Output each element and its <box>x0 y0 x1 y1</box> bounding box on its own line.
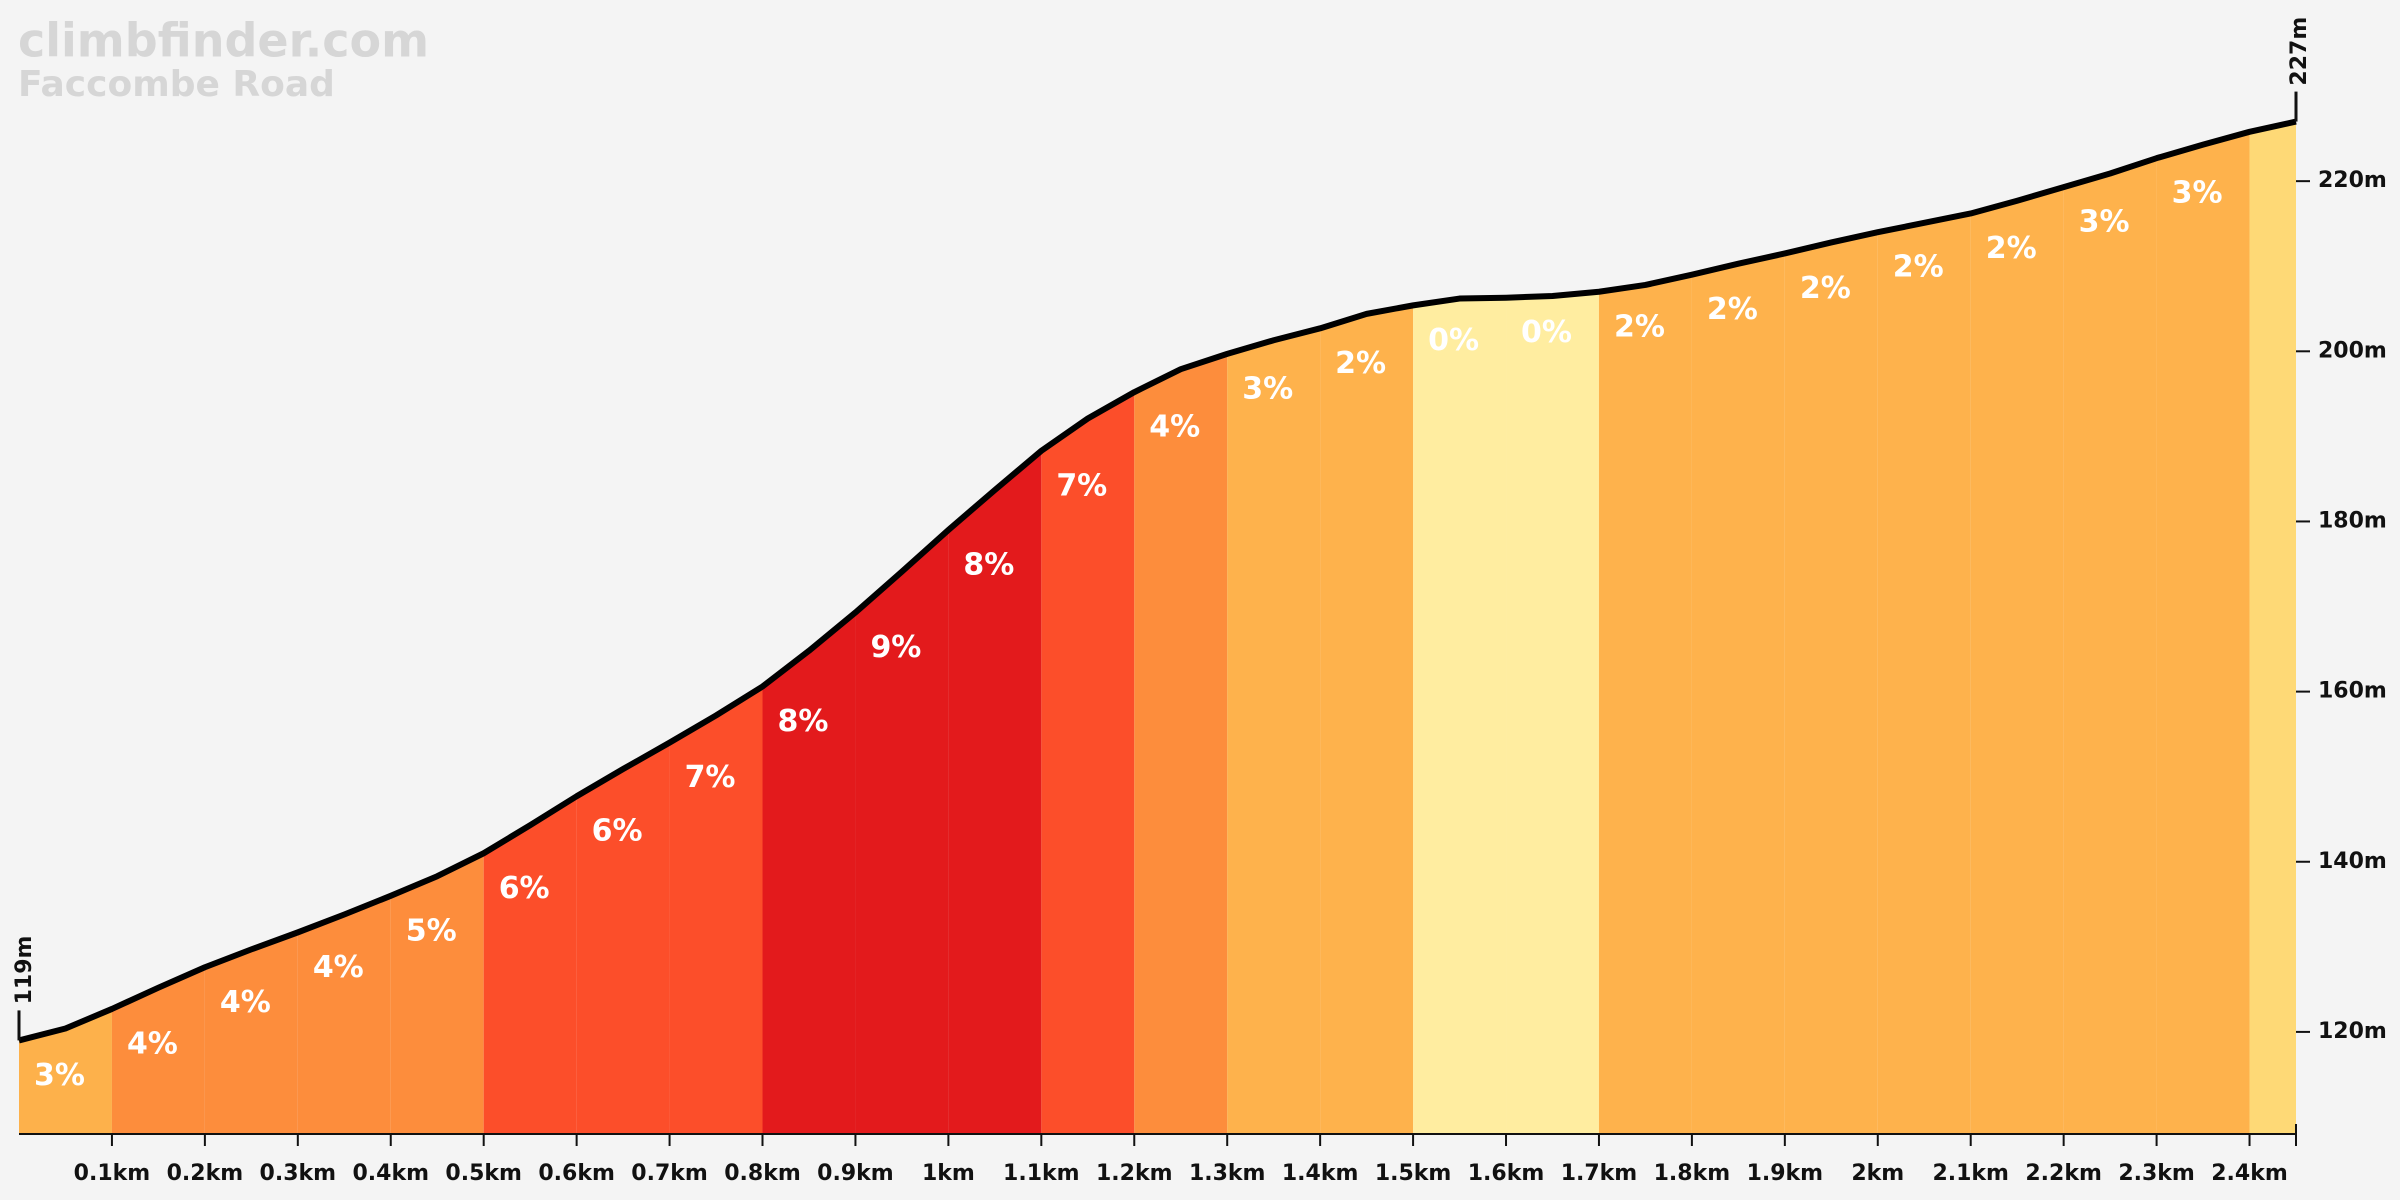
grade-band <box>1227 121 1321 1134</box>
y-tick-label: 200m <box>2318 338 2387 363</box>
grade-band <box>111 121 205 1134</box>
grade-label: 8% <box>963 547 1014 582</box>
x-tick-label: 1.7km <box>1561 1161 1638 1186</box>
grade-label: 2% <box>1986 231 2037 266</box>
chart-subtitle: Faccombe Road <box>18 64 335 105</box>
grade-label: 2% <box>1893 250 1944 285</box>
grade-band <box>576 121 670 1134</box>
grade-label: 4% <box>127 1026 178 1061</box>
grade-label: 2% <box>1707 292 1758 327</box>
x-tick-label: 2.3km <box>2118 1161 2195 1186</box>
grade-label: 9% <box>870 630 921 665</box>
start-label: 119m <box>12 936 37 1005</box>
grade-label: 3% <box>2079 205 2130 240</box>
x-tick-label: 1km <box>922 1161 975 1186</box>
grade-band <box>1877 121 1971 1134</box>
x-tick-label: 1.1km <box>1003 1161 1080 1186</box>
y-tick-label: 140m <box>2318 849 2387 874</box>
grade-label: 0% <box>1521 315 1572 350</box>
x-tick-label: 2.4km <box>2211 1161 2288 1186</box>
y-tick-label: 180m <box>2318 508 2387 533</box>
grade-band <box>204 121 298 1134</box>
x-tick-label: 0.5km <box>445 1161 522 1186</box>
grade-label: 4% <box>220 985 271 1020</box>
grade-label: 4% <box>1149 410 1200 445</box>
x-tick-label: 2.1km <box>1932 1161 2009 1186</box>
grade-band <box>1691 121 1785 1134</box>
x-tick-label: 1.6km <box>1468 1161 1545 1186</box>
grade-band <box>1320 121 1414 1134</box>
grade-label: 3% <box>34 1058 85 1093</box>
x-tick-label: 0.4km <box>352 1161 429 1186</box>
y-tick-label: 120m <box>2318 1019 2387 1044</box>
grade-band <box>483 121 577 1134</box>
grade-band <box>1134 121 1228 1134</box>
x-tick-label: 0.2km <box>167 1161 244 1186</box>
grade-label: 2% <box>1335 346 1386 381</box>
grade-label: 6% <box>592 814 643 849</box>
x-tick-label: 1.2km <box>1096 1161 1173 1186</box>
x-tick-label: 2.2km <box>2025 1161 2102 1186</box>
x-tick-label: 1.5km <box>1375 1161 1452 1186</box>
grade-label: 7% <box>1056 468 1107 503</box>
grade-band <box>1506 121 1599 1134</box>
elevation-line <box>18 118 2297 1044</box>
grade-label: 3% <box>2172 176 2223 211</box>
x-tick-label: 1.3km <box>1189 1161 1266 1186</box>
grade-band <box>669 121 763 1134</box>
grade-band <box>1784 121 1878 1134</box>
grade-label: 2% <box>1800 271 1851 306</box>
x-tick-label: 1.8km <box>1654 1161 1731 1186</box>
x-tick-label: 1.9km <box>1747 1161 1824 1186</box>
y-tick-label: 220m <box>2318 168 2387 193</box>
grade-band <box>1413 121 1507 1134</box>
grade-band <box>2063 121 2157 1134</box>
grade-label: 7% <box>685 760 736 795</box>
grade-label: 4% <box>313 950 364 985</box>
x-tick-label: 1.4km <box>1282 1161 1359 1186</box>
grade-band <box>390 121 484 1134</box>
x-tick-label: 0.3km <box>260 1161 337 1186</box>
grade-label: 2% <box>1614 309 1665 344</box>
chart-title: climbfinder.com <box>18 14 429 68</box>
grade-band <box>2156 121 2250 1134</box>
grade-band <box>2249 121 2296 1134</box>
x-tick-label: 0.9km <box>817 1161 894 1186</box>
grade-label: 3% <box>1242 371 1293 406</box>
grade-band <box>1598 121 1692 1134</box>
grade-label: 0% <box>1428 323 1479 358</box>
grade-band <box>762 121 856 1134</box>
x-tick-label: 2km <box>1851 1161 1904 1186</box>
end-label: 227m <box>2287 17 2312 86</box>
grade-band <box>1970 121 2064 1134</box>
grade-label: 5% <box>406 913 457 948</box>
x-tick-label: 0.6km <box>538 1161 615 1186</box>
grade-label: 6% <box>499 871 550 906</box>
x-tick-label: 0.7km <box>631 1161 708 1186</box>
x-tick-label: 0.8km <box>724 1161 801 1186</box>
grade-band <box>1041 121 1135 1134</box>
x-tick-label: 0.1km <box>74 1161 151 1186</box>
y-tick-label: 160m <box>2318 679 2387 704</box>
grade-label: 8% <box>778 704 829 739</box>
